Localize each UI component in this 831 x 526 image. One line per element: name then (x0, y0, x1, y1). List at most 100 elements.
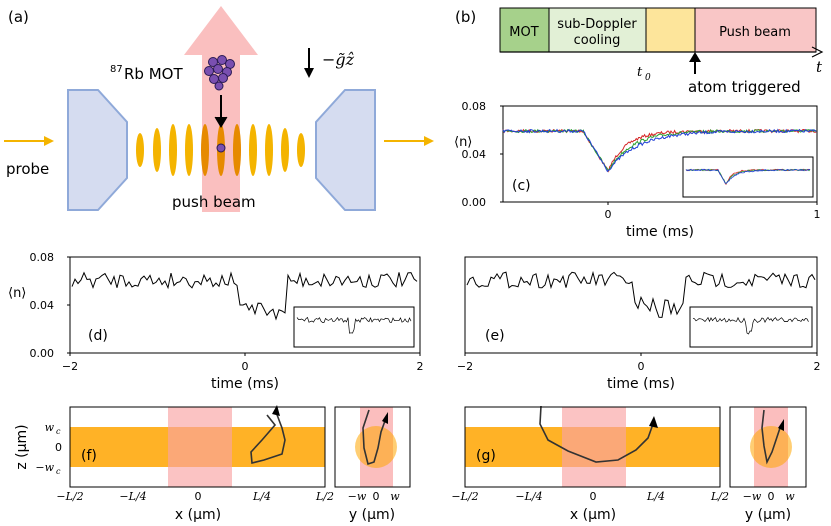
xtick-f-2: 0 (195, 490, 202, 503)
panel-label-c: (c) (512, 178, 531, 194)
ztick-f-1: 0 (55, 441, 62, 454)
t0-subscript: 0 (645, 73, 651, 83)
ztick-f-2-sub: c (56, 467, 61, 476)
panel-f: (f) z (μm) w c 0 −w c −L/2 −L/4 0 L/4 L/… (14, 405, 411, 523)
ytick-g-2: w (785, 490, 795, 503)
ylabel-f: y (μm) (349, 507, 395, 523)
ytick-d-0: 0.08 (30, 251, 55, 264)
stage-subdoppler-label-2: cooling (574, 33, 621, 48)
inset-trace-d (296, 316, 412, 334)
panel-e: −2 0 2 time (ms) (e) (457, 256, 821, 392)
ytick-d-2: 0.00 (30, 347, 55, 360)
inset-e (689, 306, 813, 348)
xtick-e-1: 0 (638, 360, 645, 373)
inset-trace-e (692, 316, 809, 335)
xlabel-g: x (μm) (570, 507, 616, 523)
stage-mot (499, 7, 550, 53)
panel-b: (b) MOT sub-Doppler cooling Push beam t … (455, 7, 824, 96)
yz-mode-f (355, 426, 397, 468)
ztick-f-0-sub: c (56, 427, 61, 436)
xtick-g-2: 0 (590, 490, 597, 503)
panel-d: 0.08 0.04 0.00 −2 0 2 time (ms) ⟨n⟩ (d) (8, 251, 424, 392)
xtick-d-1: 0 (242, 360, 249, 373)
ytick-c-0: 0.08 (462, 100, 487, 113)
t0-label: t (637, 65, 643, 80)
panel-g: (g) −L/2 −L/4 0 L/4 L/2 x (μm) −w 0 w y … (451, 405, 807, 523)
xlabel-d: time (ms) (211, 376, 279, 392)
xz-border-f (69, 406, 326, 488)
ytick-f-1: 0 (373, 490, 380, 503)
xtick-g-4: L/2 (710, 490, 729, 503)
mot-isotope-superscript: 87 (110, 64, 123, 75)
xtick-g-0: −L/2 (451, 490, 478, 503)
push-beam-label: push beam (172, 193, 256, 211)
stage-mot-label: MOT (509, 25, 538, 40)
time-axis-label: t (816, 58, 823, 76)
ytick-f-0: −w (348, 490, 367, 503)
inset-d (293, 306, 415, 348)
xtick-d-2: 2 (417, 360, 424, 373)
traces-c (502, 128, 817, 173)
mot-atom-cloud (204, 55, 235, 91)
single-atom (216, 143, 226, 153)
left-mirror (67, 89, 128, 211)
xtick-g-3: L/4 (646, 490, 665, 503)
ylabel-c: ⟨n⟩ (454, 135, 472, 150)
ytick-c-1: 0.04 (462, 148, 487, 161)
xtick-f-3: L/4 (252, 490, 271, 503)
xtick-g-1: −L/4 (515, 490, 542, 503)
panel-label-a: (a) (8, 8, 29, 26)
ytick-g-0: −w (743, 490, 762, 503)
trajectory-yz-g (761, 409, 781, 465)
trajectory-xz-f (250, 411, 286, 465)
xlabel-e: time (ms) (607, 376, 675, 392)
ylabel-d: ⟨n⟩ (8, 286, 26, 301)
trajectory-yz-f (362, 409, 387, 466)
ztick-f-0: w (45, 421, 55, 434)
xtick-f-0: −L/2 (56, 490, 83, 503)
xtick-c-0: 0 (605, 208, 612, 221)
xtick-e-2: 2 (814, 360, 821, 373)
panel-label-d: (d) (88, 328, 108, 344)
panel-label-g: (g) (476, 448, 496, 464)
ztick-f-2: −w (35, 461, 54, 474)
e-trace-line (466, 270, 816, 318)
ytick-f-2: w (390, 490, 400, 503)
right-mirror (315, 89, 376, 211)
xtick-d-0: −2 (62, 360, 78, 373)
trajectory-xz-g (539, 405, 654, 463)
xtick-e-0: −2 (457, 360, 473, 373)
probe-label: probe (6, 160, 49, 178)
panel-a: (a) (4, 6, 434, 212)
push-band-g (562, 407, 626, 487)
gravity-label: −g̃ẑ (322, 50, 355, 69)
inset-trace-c-2 (685, 168, 811, 184)
stage-subdoppler-label-1: sub-Doppler (557, 17, 637, 32)
inset-c (682, 156, 814, 198)
xtick-f-1: −L/4 (119, 490, 146, 503)
stage-subdoppler (548, 7, 647, 53)
xlabel-f: x (μm) (175, 507, 221, 523)
stage-push-label: Push beam (719, 25, 791, 40)
panel-label-e: (e) (485, 328, 505, 344)
trace-c-2 (502, 128, 817, 173)
stage-wait (645, 7, 696, 53)
panel-label-f: (f) (81, 448, 97, 464)
mot-label: Rb MOT (124, 65, 183, 83)
trigger-label: atom triggered (688, 78, 801, 96)
push-band-f (168, 407, 232, 487)
zlabel-f: z (μm) (14, 424, 30, 469)
inset-traces-c (685, 168, 811, 186)
xtick-c-1: 1 (814, 208, 821, 221)
ylabel-g: y (μm) (745, 507, 791, 523)
yz-mode-g (750, 426, 792, 468)
e-inset-line (692, 316, 809, 335)
xlabel-c: time (ms) (626, 224, 694, 240)
d-trace-line (71, 271, 418, 321)
xtick-f-4: L/2 (315, 490, 334, 503)
ytick-d-1: 0.04 (30, 299, 55, 312)
d-inset-line (296, 316, 412, 334)
panel-label-b: (b) (455, 8, 476, 26)
ytick-g-1: 0 (768, 490, 775, 503)
